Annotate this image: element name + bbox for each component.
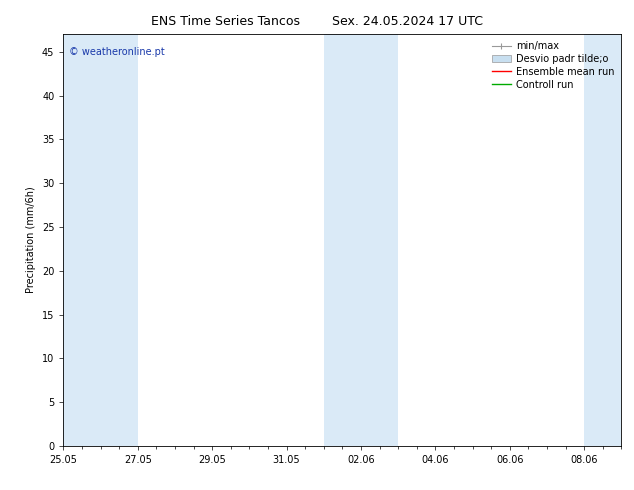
Bar — [324, 34, 398, 446]
Bar — [63, 34, 138, 446]
Y-axis label: Precipitation (mm/6h): Precipitation (mm/6h) — [27, 187, 36, 294]
Text: ENS Time Series Tancos        Sex. 24.05.2024 17 UTC: ENS Time Series Tancos Sex. 24.05.2024 1… — [151, 15, 483, 28]
Legend: min/max, Desvio padr tilde;o, Ensemble mean run, Controll run: min/max, Desvio padr tilde;o, Ensemble m… — [488, 37, 618, 94]
Text: © weatheronline.pt: © weatheronline.pt — [69, 47, 165, 57]
Bar — [584, 34, 621, 446]
